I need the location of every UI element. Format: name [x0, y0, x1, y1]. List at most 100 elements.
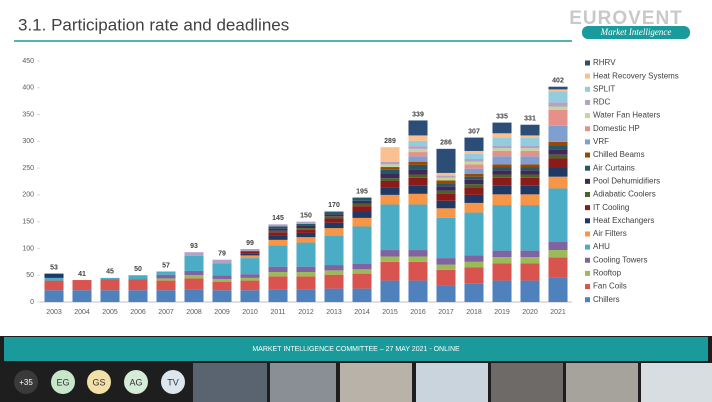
- x-tick-label: 2020: [522, 309, 538, 316]
- total-label: 41: [78, 271, 86, 278]
- bar-segment: [184, 278, 204, 290]
- participant-avatar[interactable]: [124, 370, 148, 394]
- bar-segment: [408, 146, 428, 149]
- legend-label: Chilled Beams: [593, 150, 645, 159]
- bar-segment: [380, 194, 400, 205]
- bar-segment: [408, 256, 428, 262]
- bar-segment: [408, 261, 428, 281]
- total-label: 93: [190, 243, 198, 250]
- x-tick-label: 2010: [242, 309, 258, 316]
- video-tile[interactable]: [566, 363, 638, 402]
- video-tile[interactable]: [193, 363, 267, 402]
- bar-segment: [380, 164, 400, 168]
- legend-label: AHU: [593, 242, 610, 251]
- legend-label: Fan Coils: [593, 282, 627, 291]
- legend-swatch: [585, 86, 590, 92]
- legend-label: Air Curtains: [593, 163, 635, 172]
- bar-segment: [324, 216, 344, 219]
- bar-segment: [464, 150, 484, 154]
- bar-segment: [408, 161, 428, 165]
- legend-swatch: [585, 244, 590, 250]
- legend-swatch: [585, 218, 590, 224]
- bar-segment: [268, 239, 288, 246]
- legend-label: VRF: [593, 137, 609, 146]
- bar-segment: [296, 276, 316, 290]
- legend-label: Domestic HP: [593, 124, 640, 133]
- bar-segment: [268, 235, 288, 240]
- participant-avatar[interactable]: [161, 370, 185, 394]
- legend-swatch: [585, 257, 590, 263]
- bar-segment: [408, 148, 428, 153]
- bar-segment: [436, 180, 456, 184]
- bar-segment: [296, 272, 316, 277]
- bar-segment: [296, 289, 316, 302]
- total-label: 45: [106, 269, 114, 276]
- bar-segment: [72, 280, 92, 291]
- video-tile[interactable]: [641, 363, 712, 402]
- total-label: 289: [384, 138, 396, 145]
- bar-segment: [548, 176, 568, 189]
- bar-segment: [240, 248, 260, 252]
- bar-segment: [548, 250, 568, 258]
- video-tile[interactable]: [491, 363, 563, 402]
- x-tick-label: 2003: [46, 309, 62, 316]
- x-tick-label: 2019: [494, 309, 510, 316]
- bar-segment: [492, 250, 512, 258]
- bar-segment: [268, 289, 288, 302]
- y-tick-label: 250: [22, 165, 34, 172]
- bar-segment: [548, 102, 568, 107]
- bar-segment: [212, 259, 232, 264]
- bar-segment: [240, 290, 260, 302]
- bar-segment: [240, 277, 260, 281]
- bar-segment: [492, 177, 512, 186]
- bar-segment: [520, 150, 540, 157]
- participant-avatar[interactable]: [14, 370, 38, 394]
- bar-segment: [296, 232, 316, 238]
- legend-swatch: [585, 297, 590, 303]
- bar-segment: [408, 174, 428, 178]
- bar-segment: [492, 122, 512, 134]
- bar-segment: [156, 290, 176, 302]
- x-tick-label: 2018: [466, 309, 482, 316]
- bar-segment: [436, 177, 456, 181]
- x-tick-label: 2014: [354, 309, 370, 316]
- bar-segment: [492, 280, 512, 302]
- bar-segment: [520, 135, 540, 138]
- bar-segment: [380, 169, 400, 175]
- bar-segment: [492, 150, 512, 157]
- bar-segment: [380, 204, 400, 251]
- bar-segment: [436, 175, 456, 178]
- bar-segment: [436, 200, 456, 209]
- total-label: 53: [50, 264, 58, 271]
- bar-segment: [436, 148, 456, 173]
- bar-segment: [212, 281, 232, 291]
- bar-segment: [520, 250, 540, 258]
- legend-swatch: [585, 192, 590, 197]
- video-tile[interactable]: [340, 363, 412, 402]
- bar-segment: [436, 172, 456, 176]
- bar-segment: [212, 278, 232, 282]
- bar-segment: [520, 148, 540, 151]
- bar-segment: [464, 168, 484, 175]
- total-label: 331: [524, 116, 536, 123]
- bar-segment: [128, 275, 148, 280]
- total-label: 79: [218, 251, 226, 258]
- legend-swatch: [585, 231, 590, 237]
- bar-segment: [352, 226, 372, 264]
- legend-label: Water Fan Heaters: [593, 111, 660, 120]
- video-tile[interactable]: [270, 363, 336, 402]
- bar-segment: [464, 194, 484, 203]
- x-tick-label: 2008: [186, 309, 202, 316]
- participant-avatar[interactable]: [87, 370, 111, 394]
- participant-avatar[interactable]: [51, 370, 75, 394]
- bar-segment: [44, 277, 64, 281]
- bar-segment: [212, 290, 232, 302]
- bar-segment: [548, 257, 568, 278]
- bar-segment: [44, 273, 64, 278]
- video-tile[interactable]: [416, 363, 488, 402]
- bar-segment: [352, 211, 372, 218]
- bar-segment: [408, 156, 428, 162]
- participant-initials: TV: [167, 377, 179, 387]
